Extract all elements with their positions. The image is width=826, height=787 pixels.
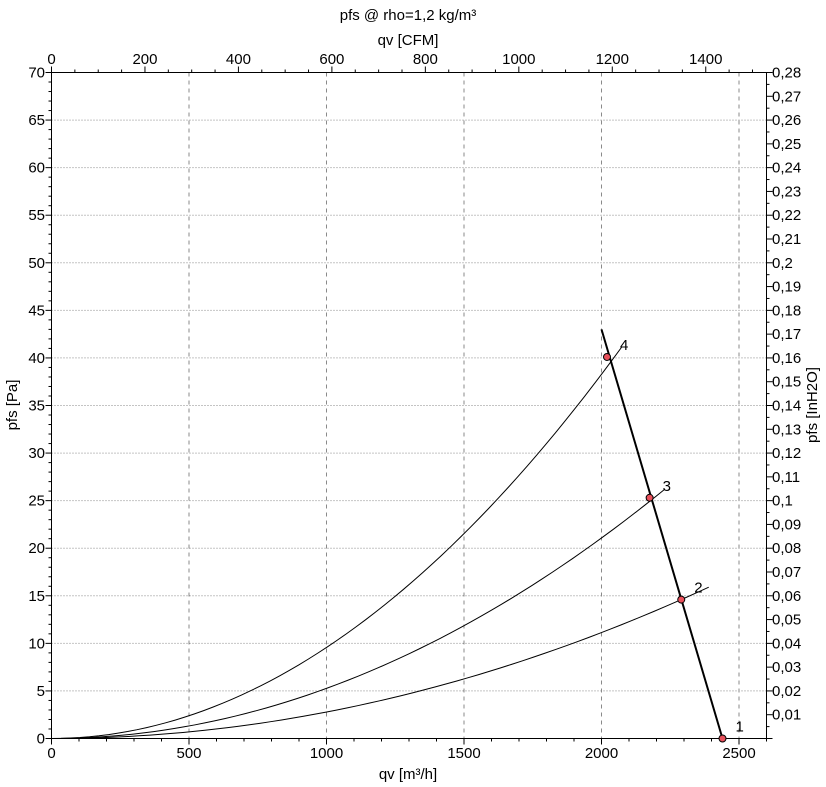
y2-tick-label: 0,06 (772, 588, 801, 605)
y2-tick-label: 0,21 (772, 231, 801, 248)
x-tick-label: 1000 (310, 745, 343, 762)
y2-tick-label: 0,2 (772, 255, 793, 272)
y2-tick-label: 0,17 (772, 326, 801, 343)
y2-tick-label: 0,08 (772, 540, 801, 557)
y-tick-label: 0 (37, 731, 45, 748)
y2-tick-label: 0,14 (772, 398, 801, 415)
y2-tick-label: 0,28 (772, 65, 801, 82)
x2-tick-label: 1400 (689, 51, 722, 68)
y2-tick-label: 0,09 (772, 516, 801, 533)
y2-tick-label: 0,25 (772, 136, 801, 153)
x2-tick-label: 0 (47, 51, 55, 68)
operating-point-label: 1 (736, 719, 744, 736)
y2-tick-label: 0,22 (772, 207, 801, 224)
y2-tick-label: 0,11 (772, 469, 800, 486)
y2-tick-label: 0,19 (772, 279, 801, 296)
y2-tick-label: 0,04 (772, 635, 801, 652)
system-curve-3 (51, 488, 666, 739)
y-tick-label: 35 (28, 398, 45, 415)
system-curve-2 (51, 586, 709, 739)
y2-tick-label: 0,02 (772, 683, 801, 700)
x-tick-label: 2500 (722, 745, 755, 762)
x2-tick-label: 1200 (596, 51, 629, 68)
x2-tick-label: 200 (132, 51, 157, 68)
y2-tick-label: 0,01 (772, 707, 801, 724)
y-tick-label: 50 (28, 255, 45, 272)
left-axis-label: pfs [Pa] (4, 380, 21, 431)
x-tick-label: 1500 (447, 745, 480, 762)
x-tick-label: 500 (176, 745, 201, 762)
bottom-axis-label: qv [m³/h] (379, 766, 437, 783)
y-tick-label: 45 (28, 302, 45, 319)
y-tick-label: 70 (28, 65, 45, 82)
y2-tick-label: 0,18 (772, 302, 801, 319)
x2-tick-label: 1000 (502, 51, 535, 68)
y2-tick-label: 0,07 (772, 564, 801, 581)
operating-point-label: 2 (694, 580, 702, 597)
top-axis-label: qv [CFM] (378, 32, 439, 49)
y2-tick-label: 0,16 (772, 350, 801, 367)
operating-point-label: 4 (620, 337, 628, 354)
x-tick-label: 2000 (585, 745, 618, 762)
x2-tick-label: 600 (319, 51, 344, 68)
operating-point-4 (603, 352, 611, 361)
y-tick-label: 65 (28, 112, 45, 129)
y-tick-label: 15 (28, 588, 45, 605)
operating-point-2 (677, 595, 686, 604)
y2-tick-label: 0,24 (772, 160, 801, 177)
y2-tick-label: 0,15 (772, 374, 801, 391)
y-tick-label: 20 (28, 540, 45, 557)
system-curve-4 (51, 346, 623, 739)
y2-tick-label: 0,26 (772, 112, 801, 129)
y-tick-label: 40 (28, 350, 45, 367)
operating-point-1 (718, 734, 727, 743)
operating-point-3 (645, 493, 654, 502)
x2-tick-label: 800 (413, 51, 438, 68)
y-tick-label: 30 (28, 445, 45, 462)
x-tick-label: 0 (47, 745, 55, 762)
x2-tick-label: 400 (226, 51, 251, 68)
chart-title: pfs @ rho=1,2 kg/m³ (340, 7, 477, 24)
y2-tick-label: 0,27 (772, 88, 801, 105)
fan-curve (600, 329, 724, 739)
right-axis-label: pfs [InH2O] (804, 367, 821, 443)
y-tick-label: 5 (37, 683, 45, 700)
operating-point-label: 3 (663, 478, 671, 495)
y2-tick-label: 0,1 (772, 493, 793, 510)
y-tick-label: 25 (28, 493, 45, 510)
y-tick-label: 60 (28, 160, 45, 177)
y2-tick-label: 0,13 (772, 421, 801, 438)
y2-tick-label: 0,05 (772, 612, 801, 629)
y-tick-label: 55 (28, 207, 45, 224)
y2-tick-label: 0,03 (772, 659, 801, 676)
y2-tick-label: 0,12 (772, 445, 801, 462)
y-tick-label: 10 (28, 635, 45, 652)
y2-tick-label: 0,23 (772, 183, 801, 200)
